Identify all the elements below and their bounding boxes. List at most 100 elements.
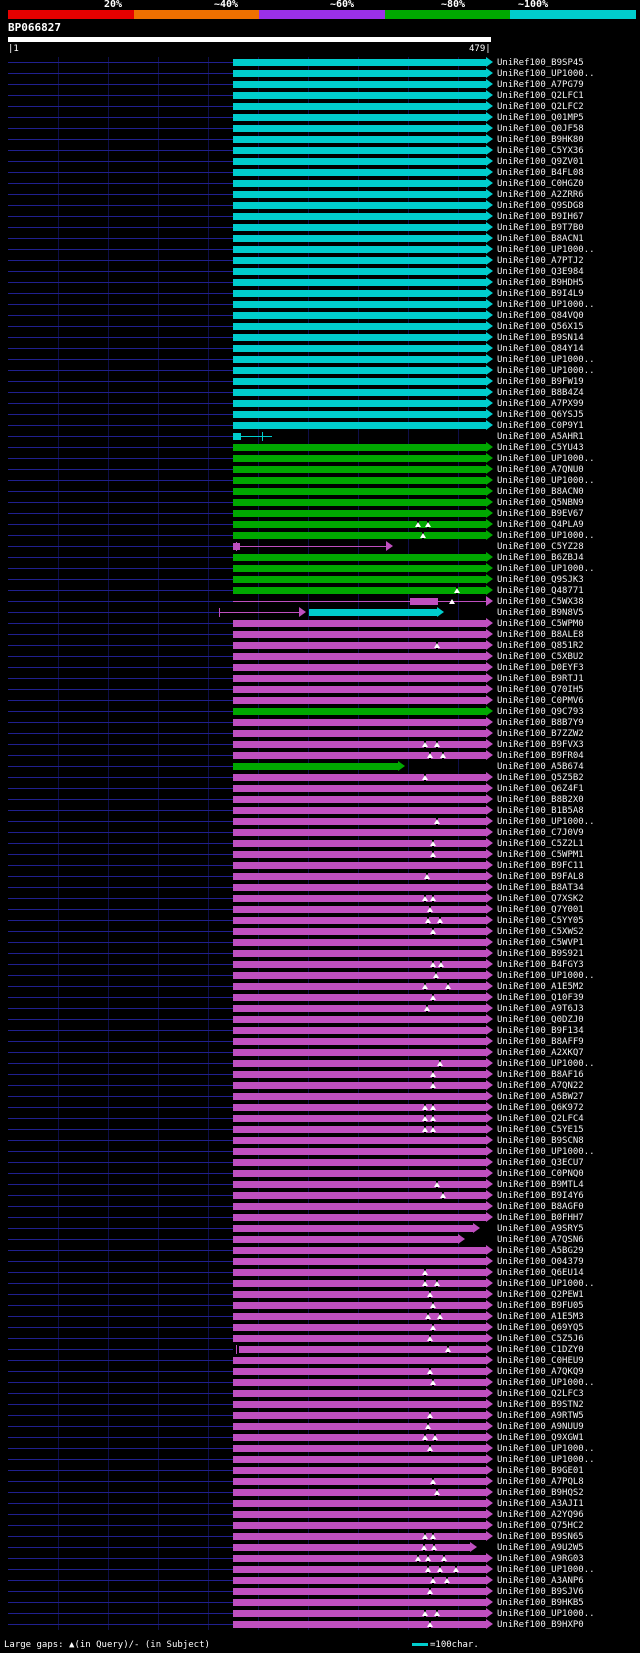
alignment-bar[interactable] — [233, 664, 486, 671]
hit-label[interactable]: UniRef100_A3ANP6 — [497, 1576, 584, 1586]
alignment-bar[interactable] — [233, 1269, 486, 1276]
hit-label[interactable]: UniRef100_C5WPM1 — [497, 850, 584, 860]
hit-label[interactable]: UniRef100_Q9XGW1 — [497, 1433, 584, 1443]
hit-label[interactable]: UniRef100_B9FVX3 — [497, 740, 584, 750]
alignment-bar[interactable] — [233, 785, 486, 792]
hit-label[interactable]: UniRef100_C5WPM0 — [497, 619, 584, 629]
hit-label[interactable]: UniRef100_Q0JF58 — [497, 124, 584, 134]
alignment-bar[interactable] — [233, 400, 486, 407]
hit-label[interactable]: UniRef100_B8ACN0 — [497, 487, 584, 497]
alignment-bar[interactable] — [233, 114, 486, 121]
alignment-bar[interactable] — [233, 1313, 486, 1320]
hit-label[interactable]: UniRef100_B9STN2 — [497, 1400, 584, 1410]
alignment-bar[interactable] — [233, 1456, 486, 1463]
hit-label[interactable]: UniRef100_B9FAL8 — [497, 872, 584, 882]
hit-label[interactable]: UniRef100_UP1000.. — [497, 366, 595, 376]
alignment-bar[interactable] — [233, 202, 486, 209]
hit-label[interactable]: UniRef100_Q2LFC3 — [497, 1389, 584, 1399]
alignment-bar[interactable] — [233, 477, 486, 484]
hit-label[interactable]: UniRef100_B0FHH7 — [497, 1213, 584, 1223]
alignment-bar[interactable] — [233, 1610, 486, 1617]
alignment-bar[interactable] — [233, 59, 486, 66]
alignment-bar[interactable] — [233, 587, 486, 594]
hit-label[interactable]: UniRef100_A5BW27 — [497, 1092, 584, 1102]
hit-label[interactable]: UniRef100_Q56X15 — [497, 322, 584, 332]
alignment-bar[interactable] — [233, 213, 486, 220]
hit-label[interactable]: UniRef100_Q6Z4F1 — [497, 784, 584, 794]
alignment-bar[interactable] — [233, 367, 486, 374]
alignment-bar[interactable] — [233, 917, 486, 924]
hit-label[interactable]: UniRef100_Q7XSK2 — [497, 894, 584, 904]
alignment-bar[interactable] — [233, 1599, 486, 1606]
alignment-bar[interactable] — [233, 411, 486, 418]
hit-label[interactable]: UniRef100_B9GE01 — [497, 1466, 584, 1476]
hit-label[interactable]: UniRef100_O04379 — [497, 1257, 584, 1267]
hit-label[interactable]: UniRef100_A7QN22 — [497, 1081, 584, 1091]
alignment-bar[interactable] — [233, 257, 486, 264]
alignment-bar[interactable] — [233, 1489, 486, 1496]
alignment-bar[interactable] — [233, 301, 486, 308]
alignment-bar[interactable] — [233, 191, 486, 198]
alignment-bar[interactable] — [233, 356, 486, 363]
alignment-bar[interactable] — [233, 1522, 486, 1529]
hit-label[interactable]: UniRef100_B9HDH5 — [497, 278, 584, 288]
alignment-bar[interactable] — [233, 1302, 486, 1309]
alignment-bar[interactable] — [233, 1038, 486, 1045]
hit-label[interactable]: UniRef100_B9FU05 — [497, 1301, 584, 1311]
hit-label[interactable]: UniRef100_A2YQ96 — [497, 1510, 584, 1520]
alignment-bar[interactable] — [233, 752, 486, 759]
hit-label[interactable]: UniRef100_C0PMV6 — [497, 696, 584, 706]
alignment-bar[interactable] — [233, 1071, 486, 1078]
hit-label[interactable]: UniRef100_Q2LFC4 — [497, 1114, 584, 1124]
hit-label[interactable]: UniRef100_B9S921 — [497, 949, 584, 959]
hit-label[interactable]: UniRef100_UP1000.. — [497, 300, 595, 310]
alignment-bar[interactable] — [233, 444, 486, 451]
hit-label[interactable]: UniRef100_UP1000.. — [497, 1378, 595, 1388]
alignment-bar[interactable] — [233, 488, 486, 495]
hit-label[interactable]: UniRef100_Q9ZV01 — [497, 157, 584, 167]
hit-label[interactable]: UniRef100_B9MTL4 — [497, 1180, 584, 1190]
hit-label[interactable]: UniRef100_B8AF16 — [497, 1070, 584, 1080]
hit-label[interactable]: UniRef100_B9SN14 — [497, 333, 584, 343]
alignment-bar[interactable] — [233, 950, 486, 957]
alignment-bar[interactable] — [233, 1544, 470, 1551]
alignment-bar[interactable] — [233, 1225, 473, 1232]
hit-label[interactable]: UniRef100_UP1000.. — [497, 1279, 595, 1289]
alignment-bar[interactable] — [233, 741, 486, 748]
alignment-bar[interactable] — [233, 1445, 486, 1452]
hit-label[interactable]: UniRef100_Q2LFC1 — [497, 91, 584, 101]
alignment-bar[interactable] — [233, 1434, 486, 1441]
hit-label[interactable]: UniRef100_A1E5M3 — [497, 1312, 584, 1322]
hit-label[interactable]: UniRef100_Q2LFC2 — [497, 102, 584, 112]
alignment-bar[interactable] — [233, 708, 486, 715]
alignment-bar[interactable] — [233, 1412, 486, 1419]
hit-label[interactable]: UniRef100_Q48771 — [497, 586, 584, 596]
alignment-bar[interactable] — [233, 1126, 486, 1133]
alignment-bar[interactable] — [233, 576, 486, 583]
hit-label[interactable]: UniRef100_A7PX99 — [497, 399, 584, 409]
alignment-bar[interactable] — [233, 224, 486, 231]
hit-label[interactable]: UniRef100_A9SRY5 — [497, 1224, 584, 1234]
hit-label[interactable]: UniRef100_Q01MP5 — [497, 113, 584, 123]
alignment-bar[interactable] — [233, 1478, 486, 1485]
hit-label[interactable]: UniRef100_A7QKQ9 — [497, 1367, 584, 1377]
alignment-bar[interactable] — [233, 906, 486, 913]
alignment-bar[interactable] — [233, 180, 486, 187]
alignment-bar[interactable] — [233, 323, 486, 330]
alignment-bar[interactable] — [233, 972, 486, 979]
alignment-bar[interactable] — [233, 961, 486, 968]
hit-label[interactable]: UniRef100_B9N8V5 — [497, 608, 584, 618]
alignment-bar[interactable] — [233, 1181, 486, 1188]
hit-label[interactable]: UniRef100_B4FGY3 — [497, 960, 584, 970]
hit-label[interactable]: UniRef100_A9T6J3 — [497, 1004, 584, 1014]
hit-label[interactable]: UniRef100_UP1000.. — [497, 1147, 595, 1157]
hit-label[interactable]: UniRef100_Q7Y001 — [497, 905, 584, 915]
alignment-bar[interactable] — [233, 1159, 486, 1166]
alignment-bar[interactable] — [233, 1247, 486, 1254]
alignment-bar[interactable] — [233, 851, 486, 858]
hit-label[interactable]: UniRef100_Q75HC2 — [497, 1521, 584, 1531]
hit-label[interactable]: UniRef100_B7ZZW2 — [497, 729, 584, 739]
hit-label[interactable]: UniRef100_A9NUU9 — [497, 1422, 584, 1432]
hit-label[interactable]: UniRef100_C5XBU2 — [497, 652, 584, 662]
alignment-bar[interactable] — [233, 719, 486, 726]
